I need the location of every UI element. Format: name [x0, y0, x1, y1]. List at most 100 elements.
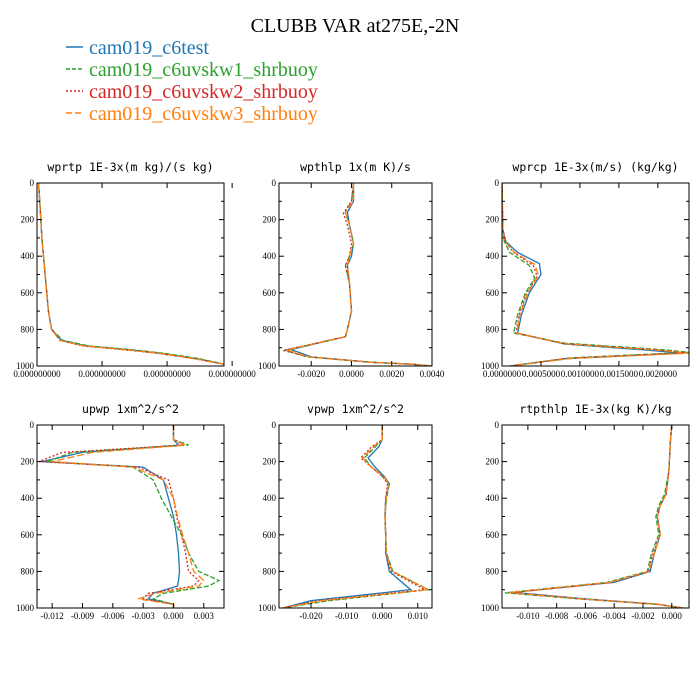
y-tick-label: 600 — [486, 288, 500, 298]
x-tick-label: -0.012 — [41, 611, 64, 621]
chart-panel: vpwp 1xm^2/s^2 0 200 400 600 800 1000 -0.020 -0.… — [258, 402, 433, 621]
series-line — [37, 183, 224, 365]
y-tick-label: 400 — [486, 493, 500, 503]
y-tick-label: 1000 — [16, 361, 35, 371]
x-tick-label: 0.010 — [408, 611, 429, 621]
series-line — [46, 425, 221, 608]
chart-panel: wprtp 1E-3x(m kg)/(s kg) 0 200 400 600 800 100… — [13, 160, 256, 379]
x-tick-label: -0.003 — [132, 611, 156, 621]
y-tick-label: 600 — [263, 288, 277, 298]
x-tick-label: 0.000 — [662, 611, 683, 621]
series-line — [502, 183, 686, 366]
y-tick-label: 400 — [263, 493, 277, 503]
y-tick-label: 200 — [21, 457, 35, 467]
x-tick-label: 0.0015000 — [600, 369, 639, 379]
legend-item: cam019_c6test — [66, 37, 209, 59]
panel-title: upwp 1xm^2/s^2 — [82, 402, 179, 416]
series-line — [282, 183, 432, 366]
y-tick-label: 0 — [495, 420, 500, 430]
series-line — [37, 183, 224, 365]
legend-item: cam019_c6uvskw1_shrbuoy — [66, 59, 318, 81]
y-tick-label: 800 — [486, 324, 500, 334]
plot-frame — [36, 182, 225, 367]
y-tick-label: 600 — [21, 288, 35, 298]
y-tick-label: 0 — [495, 178, 500, 188]
chart-panel: wpthlp 1x(m K)/s 0 200 400 600 800 1000 -0.0020… — [258, 160, 445, 379]
legend-label: cam019_c6test — [89, 37, 209, 59]
y-tick-label: 200 — [486, 457, 500, 467]
plot-frame — [278, 182, 433, 367]
x-tick-label: 0.0040 — [420, 369, 445, 379]
y-tick-label: 200 — [486, 215, 500, 225]
series-line — [282, 183, 432, 366]
x-tick-label: 0.0010000 — [561, 369, 600, 379]
y-tick-label: 600 — [263, 530, 277, 540]
x-tick-label: -0.010 — [335, 611, 359, 621]
series-line — [41, 425, 181, 608]
series-line — [282, 425, 431, 608]
x-tick-label: -0.002 — [631, 611, 654, 621]
panels: wprtp 1E-3x(m kg)/(s kg) 0 200 400 600 800 100… — [13, 160, 690, 621]
chart-panel: wprcp 1E-3x(m/s) (kg/kg) 0 200 400 600 800 100… — [481, 160, 690, 379]
y-tick-label: 1000 — [481, 603, 500, 613]
legend-label: cam019_c6uvskw2_shrbuoy — [89, 81, 318, 103]
y-tick-label: 0 — [272, 178, 277, 188]
y-tick-label: 0 — [30, 178, 35, 188]
series-line — [502, 183, 682, 366]
series-line — [502, 183, 689, 366]
x-tick-label: -0.006 — [101, 611, 125, 621]
series-line — [282, 425, 413, 608]
series-line — [504, 425, 684, 608]
x-tick-label: -0.008 — [545, 611, 569, 621]
plot-frame — [501, 182, 690, 367]
figure-title: CLUBB VAR at275E,-2N — [251, 15, 460, 37]
legend-item: cam019_c6uvskw2_shrbuoy — [66, 81, 318, 103]
x-tick-label: -0.0020 — [297, 369, 325, 379]
x-tick-label: -0.020 — [299, 611, 323, 621]
x-tick-label: 0.0020 — [379, 369, 404, 379]
x-tick-label: 0.0005000 — [522, 369, 561, 379]
x-tick-label: 0.0020000 — [639, 369, 678, 379]
y-tick-label: 1000 — [258, 361, 277, 371]
y-tick-label: 800 — [263, 566, 277, 576]
panel-title: wprtp 1E-3x(m kg)/(s kg) — [47, 160, 213, 174]
x-tick-label: 0.000000000 — [78, 369, 126, 379]
x-tick-label: -0.009 — [71, 611, 95, 621]
series-line — [282, 425, 431, 608]
x-tick-label: 0.000000000 — [143, 369, 191, 379]
y-tick-label: 1000 — [481, 361, 500, 371]
y-tick-label: 800 — [21, 566, 35, 576]
y-tick-label: 200 — [263, 215, 277, 225]
series-line — [502, 183, 689, 366]
x-tick-label: 0.003 — [194, 611, 215, 621]
x-tick-label: 0.000000000 — [209, 369, 257, 379]
y-tick-label: 800 — [21, 324, 35, 334]
y-tick-label: 1000 — [16, 603, 35, 613]
legend: cam019_c6test cam019_c6uvskw1_shrbuoy ca… — [66, 37, 318, 125]
y-tick-label: 400 — [21, 493, 35, 503]
series-line — [509, 425, 684, 608]
y-tick-label: 400 — [486, 251, 500, 261]
y-tick-label: 1000 — [258, 603, 277, 613]
chart-panel: rtpthlp 1E-3x(kg K)/kg 0 200 400 600 800 1000 -… — [481, 402, 690, 621]
x-tick-label: 0.000000000 — [13, 369, 61, 379]
legend-item: cam019_c6uvskw3_shrbuoy — [66, 103, 318, 125]
x-tick-label: -0.004 — [603, 611, 627, 621]
y-tick-label: 0 — [272, 420, 277, 430]
series-line — [37, 183, 224, 365]
x-tick-label: -0.006 — [574, 611, 598, 621]
y-tick-label: 800 — [486, 566, 500, 576]
legend-label: cam019_c6uvskw1_shrbuoy — [89, 59, 318, 81]
x-tick-label: 0.0000000 — [483, 369, 522, 379]
series-line — [288, 183, 432, 366]
y-tick-label: 400 — [263, 251, 277, 261]
legend-label: cam019_c6uvskw3_shrbuoy — [89, 103, 318, 125]
y-tick-label: 600 — [21, 530, 35, 540]
y-tick-label: 200 — [21, 215, 35, 225]
chart-panel: upwp 1xm^2/s^2 0 200 400 600 800 1000 -0.012 -0.… — [16, 402, 225, 621]
y-tick-label: 200 — [263, 457, 277, 467]
x-tick-label: 0.0000 — [339, 369, 364, 379]
y-tick-label: 400 — [21, 251, 35, 261]
plot-frame — [501, 424, 690, 609]
